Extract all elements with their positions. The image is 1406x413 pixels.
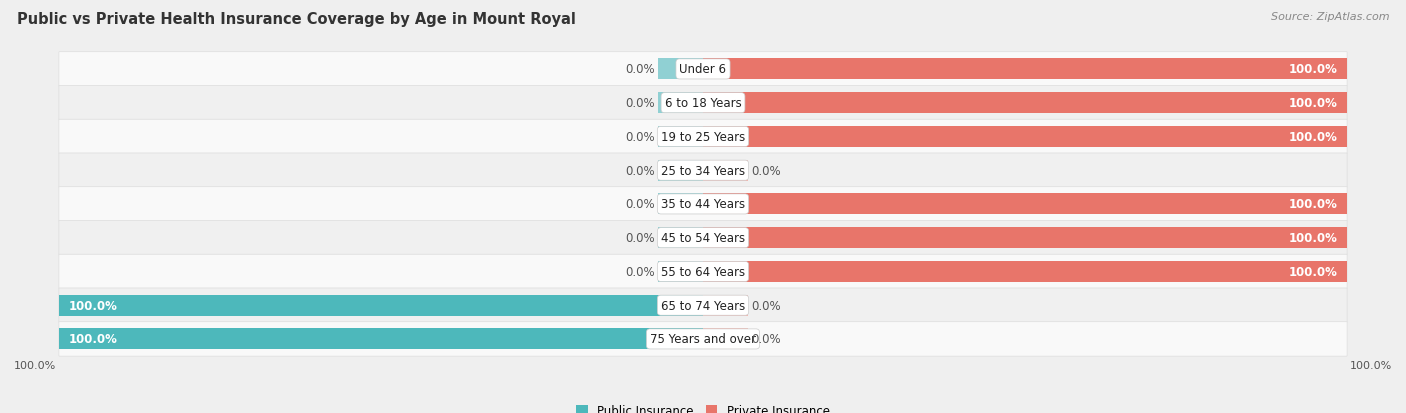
Text: 100.0%: 100.0%	[1288, 198, 1337, 211]
Bar	[703, 59, 1347, 80]
Text: 0.0%: 0.0%	[626, 198, 655, 211]
FancyBboxPatch shape	[59, 254, 1347, 289]
Text: 0.0%: 0.0%	[751, 332, 780, 346]
FancyBboxPatch shape	[59, 86, 1347, 121]
Text: 75 Years and over: 75 Years and over	[650, 332, 756, 346]
Bar	[658, 228, 703, 249]
Text: Under 6: Under 6	[679, 63, 727, 76]
Bar	[703, 329, 748, 349]
Bar	[59, 295, 703, 316]
Text: 45 to 54 Years: 45 to 54 Years	[661, 232, 745, 244]
Bar	[703, 93, 1347, 114]
Text: 100.0%: 100.0%	[1288, 232, 1337, 244]
Text: 0.0%: 0.0%	[626, 164, 655, 177]
Text: 0.0%: 0.0%	[751, 299, 780, 312]
Bar	[59, 329, 703, 349]
Text: 65 to 74 Years: 65 to 74 Years	[661, 299, 745, 312]
Text: 0.0%: 0.0%	[626, 265, 655, 278]
Text: 35 to 44 Years: 35 to 44 Years	[661, 198, 745, 211]
Bar	[703, 295, 748, 316]
Text: 0.0%: 0.0%	[626, 131, 655, 144]
FancyBboxPatch shape	[59, 288, 1347, 323]
FancyBboxPatch shape	[59, 221, 1347, 255]
Bar	[658, 93, 703, 114]
FancyBboxPatch shape	[59, 187, 1347, 222]
Text: 19 to 25 Years: 19 to 25 Years	[661, 131, 745, 144]
FancyBboxPatch shape	[59, 52, 1347, 87]
FancyBboxPatch shape	[59, 120, 1347, 154]
Bar	[658, 160, 703, 181]
Bar	[703, 194, 1347, 215]
Bar	[658, 127, 703, 147]
Text: 100.0%: 100.0%	[1288, 131, 1337, 144]
Text: 100.0%: 100.0%	[69, 332, 118, 346]
Text: 100.0%: 100.0%	[1288, 97, 1337, 110]
Text: 100.0%: 100.0%	[1288, 63, 1337, 76]
Text: 25 to 34 Years: 25 to 34 Years	[661, 164, 745, 177]
Bar	[703, 261, 1347, 282]
Bar	[703, 228, 1347, 249]
Text: 55 to 64 Years: 55 to 64 Years	[661, 265, 745, 278]
Text: 6 to 18 Years: 6 to 18 Years	[665, 97, 741, 110]
Text: 100.0%: 100.0%	[1350, 360, 1392, 370]
FancyBboxPatch shape	[59, 154, 1347, 188]
Text: Public vs Private Health Insurance Coverage by Age in Mount Royal: Public vs Private Health Insurance Cover…	[17, 12, 575, 27]
Legend: Public Insurance, Private Insurance: Public Insurance, Private Insurance	[571, 399, 835, 413]
Bar	[703, 127, 1347, 147]
Bar	[703, 160, 748, 181]
Bar	[658, 59, 703, 80]
Text: 100.0%: 100.0%	[1288, 265, 1337, 278]
FancyBboxPatch shape	[59, 322, 1347, 356]
Bar	[658, 194, 703, 215]
Text: 0.0%: 0.0%	[626, 97, 655, 110]
Text: 0.0%: 0.0%	[626, 63, 655, 76]
Text: 100.0%: 100.0%	[14, 360, 56, 370]
Text: Source: ZipAtlas.com: Source: ZipAtlas.com	[1271, 12, 1389, 22]
Text: 0.0%: 0.0%	[626, 232, 655, 244]
Text: 0.0%: 0.0%	[751, 164, 780, 177]
Bar	[658, 261, 703, 282]
Text: 100.0%: 100.0%	[69, 299, 118, 312]
